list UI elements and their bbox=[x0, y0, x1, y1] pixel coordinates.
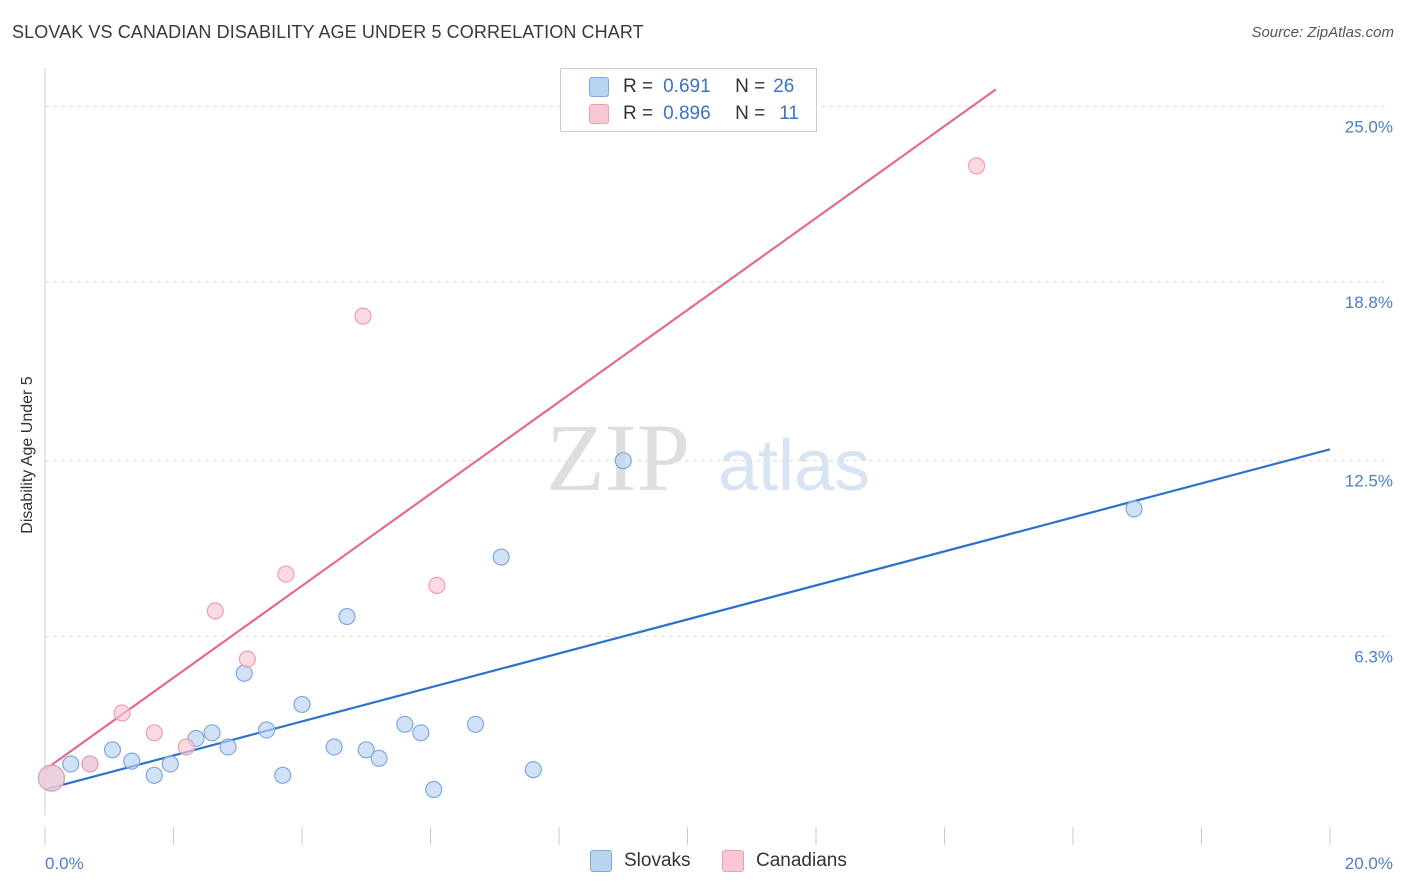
canadian-point bbox=[113, 704, 131, 722]
canadians-r-label: R = bbox=[623, 103, 654, 124]
slovak-point bbox=[62, 755, 80, 773]
legend-item-slovaks[interactable]: Slovaks bbox=[590, 850, 691, 872]
tick-labels: 6.3% 12.5% 18.8% 25.0% 0.0% 20.0% bbox=[45, 117, 1393, 873]
slovak-point bbox=[338, 607, 356, 626]
axes bbox=[44, 68, 1331, 845]
canadian-point bbox=[81, 755, 99, 773]
slovak-point bbox=[161, 755, 179, 773]
slovak-point bbox=[325, 738, 343, 756]
slovaks-n-label: N = bbox=[735, 76, 766, 97]
watermark: ZIP atlas bbox=[546, 404, 870, 511]
y-tick-label: 25.0% bbox=[1345, 117, 1393, 136]
slovak-point bbox=[203, 724, 221, 742]
slovak-point bbox=[123, 752, 141, 770]
grid-lines bbox=[45, 105, 1390, 637]
canadian-point bbox=[968, 157, 986, 175]
x-tick-label: 20.0% bbox=[1345, 854, 1393, 873]
slovak-point bbox=[524, 761, 542, 779]
slovaks-r-value: 0.691 bbox=[663, 76, 711, 97]
y-tick-label: 12.5% bbox=[1345, 472, 1393, 491]
canadian-trend-line bbox=[44, 88, 997, 771]
source-credit: Source: ZipAtlas.com bbox=[1251, 24, 1394, 41]
y-tick-label: 6.3% bbox=[1354, 647, 1393, 666]
slovaks-n-value: 26 bbox=[773, 76, 795, 97]
watermark-atlas: atlas bbox=[718, 426, 870, 506]
canadian-point bbox=[145, 724, 163, 742]
slovaks-r-label: R = bbox=[623, 76, 654, 97]
slovak-point bbox=[614, 452, 632, 470]
slovak-point bbox=[1125, 500, 1143, 518]
slovak-point bbox=[145, 766, 163, 784]
chart-title: SLOVAK VS CANADIAN DISABILITY AGE UNDER … bbox=[12, 22, 644, 42]
canadians-n-label: N = bbox=[735, 103, 766, 124]
canadians-legend-swatch bbox=[722, 850, 744, 872]
slovak-point bbox=[425, 780, 443, 799]
canadian-point bbox=[177, 738, 195, 756]
stats-legend: R = 0.691 N = 26 R = 0.896 N = 11 bbox=[560, 68, 817, 132]
canadian-point bbox=[354, 307, 372, 325]
canadians-swatch bbox=[589, 104, 609, 124]
slovak-point bbox=[258, 721, 276, 739]
slovak-point bbox=[396, 715, 414, 733]
slovaks-legend-label: Slovaks bbox=[624, 850, 691, 871]
legend-row-slovaks: R = 0.691 N = 26 bbox=[589, 75, 794, 99]
slovaks-swatch bbox=[589, 77, 609, 97]
data-points bbox=[37, 157, 1143, 799]
slovak-point bbox=[466, 715, 485, 733]
slovak-point bbox=[293, 695, 311, 714]
series-legend: Slovaks Canadians bbox=[0, 850, 1406, 878]
y-axis-label: Disability Age Under 5 bbox=[19, 376, 36, 534]
canadians-r-value: 0.896 bbox=[663, 103, 711, 124]
canadian-point bbox=[238, 650, 256, 668]
legend-row-canadians: R = 0.896 N = 11 bbox=[589, 102, 799, 126]
slovaks-legend-swatch bbox=[590, 850, 612, 872]
slovak-point bbox=[412, 724, 430, 742]
x-tick-label: 0.0% bbox=[45, 854, 84, 873]
slovak-point bbox=[103, 741, 122, 759]
canadians-legend-label: Canadians bbox=[756, 850, 847, 871]
canadian-point bbox=[206, 602, 224, 620]
legend-item-canadians[interactable]: Canadians bbox=[722, 850, 847, 872]
slovak-point bbox=[235, 664, 253, 682]
slovak-point bbox=[492, 548, 510, 566]
slovak-point bbox=[370, 749, 388, 767]
canadians-n-value: 11 bbox=[779, 103, 799, 124]
canadian-point bbox=[428, 576, 446, 594]
canadian-point bbox=[37, 764, 66, 792]
slovak-point bbox=[357, 741, 375, 759]
y-tick-label: 18.8% bbox=[1345, 293, 1393, 312]
canadian-point bbox=[277, 565, 295, 583]
slovak-point bbox=[219, 738, 237, 756]
slovak-point bbox=[274, 766, 292, 784]
